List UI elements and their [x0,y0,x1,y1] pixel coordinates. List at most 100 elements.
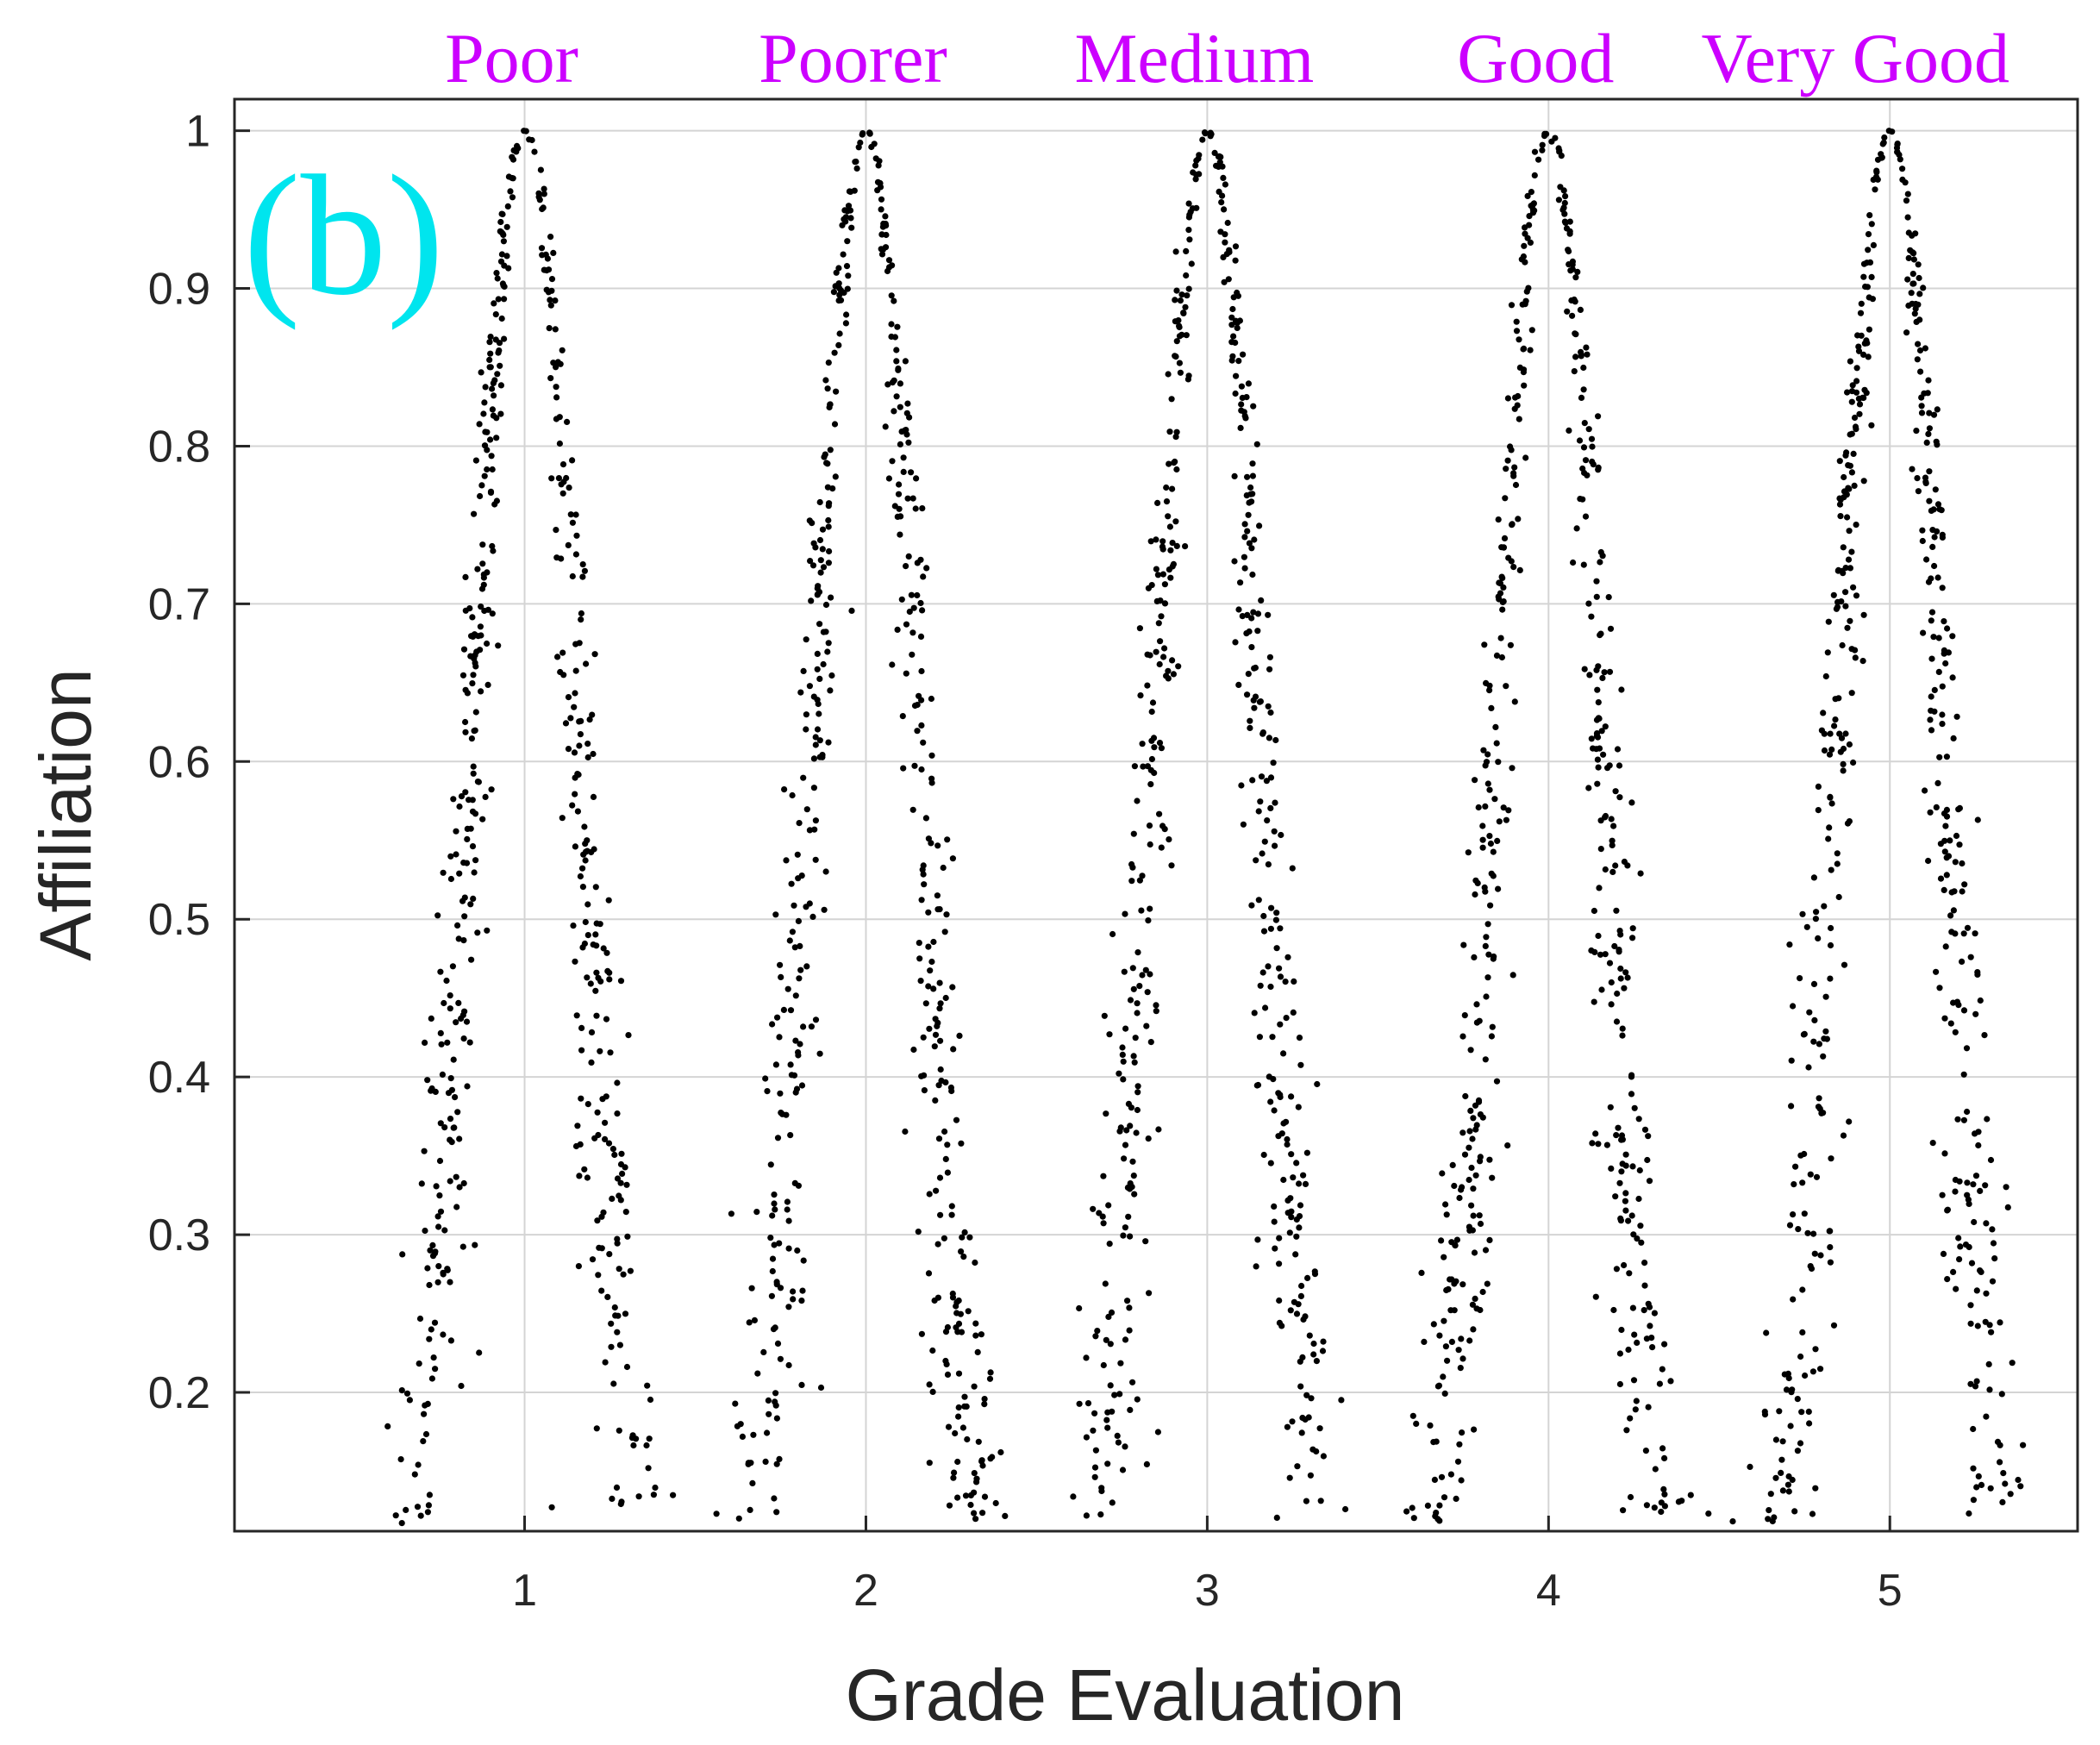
data-point [796,820,803,827]
data-point [842,320,850,327]
data-point [424,1265,431,1272]
data-point [489,466,496,473]
data-point [1539,141,1546,148]
data-point [1909,300,1916,307]
data-point [602,1119,609,1126]
data-point [1266,666,1273,672]
data-point [817,569,824,576]
data-point [1597,951,1604,958]
data-point [893,358,900,365]
data-point [783,1111,790,1118]
data-point [1122,1336,1129,1343]
data-point [1594,734,1602,741]
data-point [1128,860,1135,868]
data-point [1267,804,1274,812]
data-point [1125,1100,1132,1107]
data-point [1480,747,1487,754]
data-point [955,1370,963,1377]
data-point [937,1000,944,1007]
data-point [1149,699,1157,706]
data-point [1145,1135,1152,1142]
data-point [950,1474,957,1481]
data-point [1122,1141,1129,1148]
data-point [464,1083,471,1090]
data-point [1625,1346,1632,1354]
data-point [1295,1104,1302,1110]
data-point [1241,554,1247,560]
data-point [1116,1391,1123,1398]
data-point [478,604,484,610]
data-point [384,1423,391,1429]
data-point [1591,998,1597,1005]
data-point [1593,666,1600,673]
data-point [1259,850,1266,857]
data-point [1482,803,1489,810]
data-point [1267,1160,1274,1166]
data-point [435,1263,442,1270]
data-point [1231,558,1238,565]
data-point [1119,1044,1126,1051]
data-point [1630,1231,1637,1238]
data-point [1623,1427,1630,1434]
data-point [1472,1295,1478,1302]
data-point [578,1095,584,1102]
data-point [1309,1446,1316,1453]
data-point [1172,518,1179,525]
data-point [1628,799,1635,806]
data-point [615,1312,622,1319]
data-point [1260,1151,1267,1159]
data-point [1661,1454,1668,1461]
data-point [1144,989,1151,996]
data-point [1188,260,1195,267]
data-point [734,1423,741,1429]
data-point [1453,1495,1459,1502]
data-point [553,384,559,391]
data-point [842,214,850,221]
data-point [908,591,915,598]
data-point [1280,1176,1287,1184]
data-point [1493,1078,1501,1085]
data-point [1967,1320,1974,1327]
data-point [1853,592,1860,599]
data-point [917,599,924,607]
data-point [584,741,591,747]
data-point [497,410,504,417]
data-point [1869,296,1876,303]
data-point [1250,697,1257,704]
data-point [1928,655,1935,662]
data-point [1245,671,1252,678]
data-point [1561,218,1568,225]
data-point [1943,872,1950,879]
data-point [816,1050,823,1057]
data-point [1860,611,1867,618]
data-point [1283,1015,1290,1022]
data-point [1471,1426,1478,1433]
data-point [1974,816,1981,823]
data-point [875,162,882,169]
data-point [933,1187,940,1194]
data-point [500,282,507,289]
data-point [1836,458,1843,465]
data-point [919,607,926,614]
data-point [1828,866,1834,873]
data-point [1297,1061,1304,1068]
data-point [1922,787,1928,794]
data-point [1155,1126,1162,1133]
data-point [1090,1205,1097,1212]
data-point [1286,1474,1293,1481]
data-point [1109,930,1116,938]
data-point [937,1037,944,1044]
data-point [1157,638,1164,645]
data-point [1973,1378,1980,1385]
data-point [1602,866,1609,873]
data-point [1185,227,1192,234]
data-point [573,1012,580,1019]
data-point [1912,305,1919,312]
data-point [1249,571,1256,579]
data-point [475,633,482,640]
data-point [644,1382,651,1389]
data-point [1495,759,1502,766]
data-point [1565,247,1572,253]
data-point [936,906,943,913]
data-point [803,726,809,733]
